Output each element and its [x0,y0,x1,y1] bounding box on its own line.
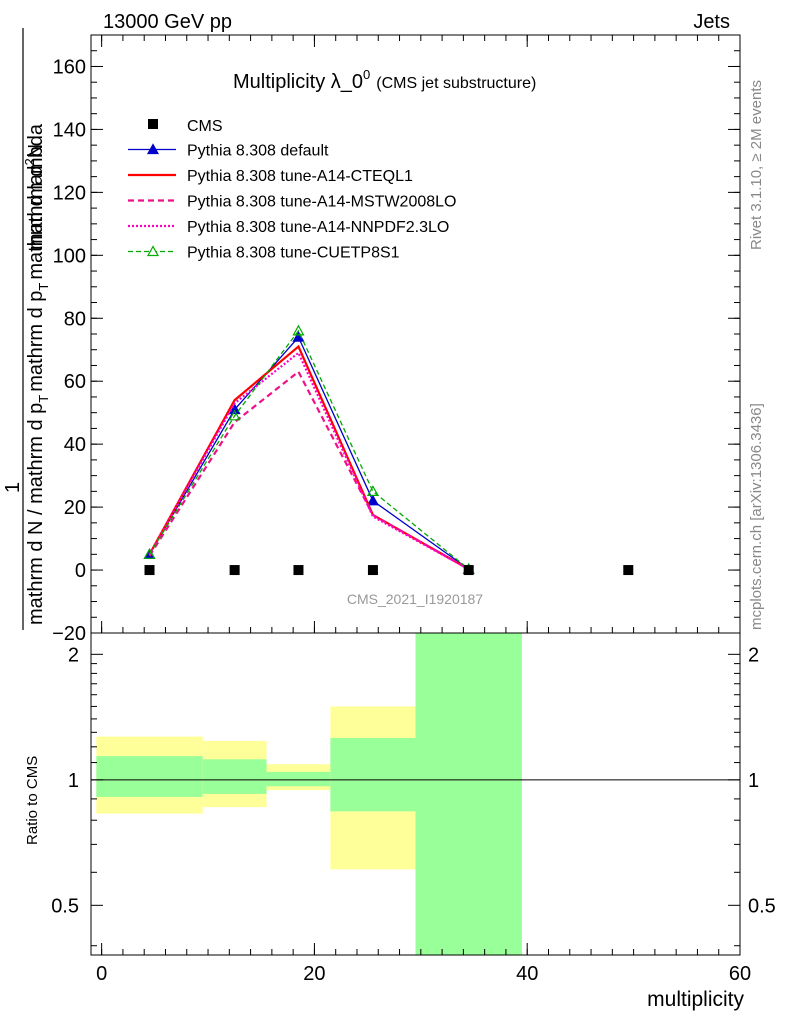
y-tick-label: 40 [64,434,86,456]
series-marker-4 [143,548,156,559]
y-tick-label: 160 [53,56,86,78]
cms-point [463,565,474,576]
ratio-tick-label-left: 2 [68,644,79,666]
ylabel-den-a: mathrm d N / mathrm d p [25,403,47,625]
ratio-tick-label-right: 2 [748,644,759,666]
cms-data-points [144,565,634,576]
main-y-axis-label: 1 mathrm d2N mathrm d N / mathrm d pTmat… [2,28,51,630]
series-marker-4 [292,324,305,336]
cms-point [623,565,634,576]
cms-point [229,565,240,576]
series-line-3 [148,351,470,571]
ylabel-den-b-sub: T [36,283,51,291]
ratio-band-green-1 [202,759,267,794]
legend-marker-0 [146,143,160,155]
x-tick-label: 20 [303,963,325,985]
legend-label-0: Pythia 8.308 default [187,143,329,160]
chart-title-subtitle: (CMS jet substructure) [376,75,536,92]
ratio-tick-label-right: 0.5 [748,895,776,917]
ratio-y-axis-label: Ratio to CMS [24,756,41,845]
ratio-band-green-0 [96,756,203,797]
ratio-tick-label-left: 0.5 [51,895,79,917]
legend-marker-4 [146,245,160,257]
ylabel-numerator-sup: 2 [22,158,37,165]
ratio-tick-label-right: 1 [748,770,759,792]
cms-point [293,565,304,576]
header-right-label: Jets [693,11,730,33]
series-marker-4 [366,485,379,496]
ratio-tick-label-left: 1 [68,770,79,792]
ylabel-den-c: mathrm d lambda [25,123,47,279]
ylabel-numerator-text: mathrm d [25,166,47,250]
ratio-bands [96,633,522,955]
chart-title-superscript: 0 [363,67,370,82]
cms-point [367,565,378,576]
ylabel-denominator: mathrm d N / mathrm d pTmathrm d pTmathr… [25,123,51,625]
legend-marker-cms [148,119,158,129]
y-tick-label: 140 [53,119,86,141]
ratio-band-green-4 [415,633,522,955]
ylabel-numerator: mathrm d2N [22,144,47,250]
y-tick-label: 60 [64,371,86,393]
y-tick-label: 0 [75,560,86,582]
chart-title-main: Multiplicity λ_0 [233,71,363,93]
y-tick-label: −20 [52,623,86,645]
ylabel-den-b: mathrm d p [25,291,47,392]
series-line-2 [148,370,470,571]
rivet-version-label: Rivet 3.1.10, ≥ 2M events [748,80,765,250]
x-tick-label: 40 [516,963,538,985]
series-marker-0 [366,494,379,506]
x-axis-label: multiplicity [647,988,744,1011]
x-tick-label: 0 [96,963,107,985]
legend-label-3: Pythia 8.308 tune-A14-NNPDF2.3LO [187,219,449,236]
x-tick-label: 60 [729,963,751,985]
legend-label-4: Pythia 8.308 tune-CUETP8S1 [187,245,400,262]
series-layer [143,324,475,574]
series-line-4 [148,329,470,570]
ratio-plot-frame [90,632,741,956]
series-marker-0 [228,403,241,415]
legend-label-2: Pythia 8.308 tune-A14-MSTW2008LO [187,194,456,211]
mcplots-label: mcplots.cern.ch [arXiv:1306.3436] [748,403,765,630]
legend-label-cms: CMS [187,118,223,135]
y-tick-label: 80 [64,308,86,330]
y-tick-label: 120 [53,182,86,204]
analysis-id-watermark: CMS_2021_I1920187 [347,591,483,607]
chart-title: Multiplicity λ_00 (CMS jet substructure) [233,67,536,93]
cms-point [144,565,155,576]
header-left-label: 13000 GeV pp [103,11,232,33]
ylabel-den-a-sub: T [36,395,51,403]
series-marker-4 [228,409,241,421]
x-axis: 0 20 40 60 [96,35,751,985]
y-tick-label: 20 [64,497,86,519]
y-tick-label: 100 [53,245,86,267]
legend-label-1: Pythia 8.308 tune-A14-CTEQL1 [187,168,413,185]
main-y-axis: −20 0 20 40 60 80 100 120 140 160 [52,34,740,645]
series-marker-0 [292,330,305,342]
legend: CMS Pythia 8.308 default Pythia 8.308 tune… [128,118,456,262]
ratio-band-green-3 [330,737,416,812]
ratio-band-green-2 [266,771,331,787]
ylabel-numerator-tail: N [25,144,47,158]
ylabel-one: 1 [2,482,24,493]
